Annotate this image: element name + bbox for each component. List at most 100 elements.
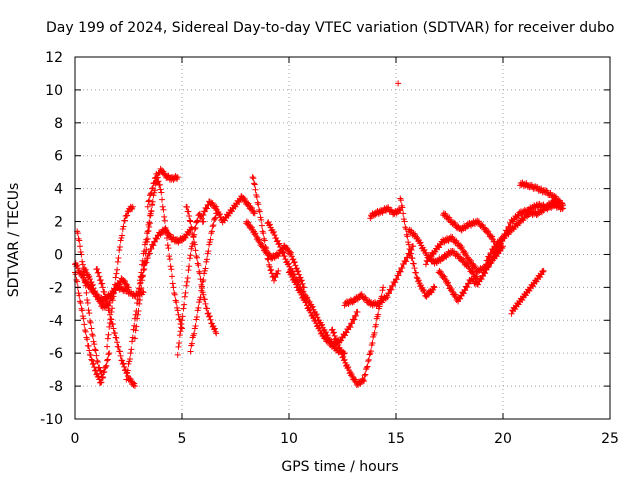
data-point <box>161 217 168 224</box>
data-point <box>166 256 173 263</box>
data-point <box>88 278 95 285</box>
data-point <box>149 185 156 192</box>
series-track-j <box>136 225 194 293</box>
data-point <box>82 328 89 335</box>
data-point <box>290 256 297 263</box>
data-point <box>191 241 198 248</box>
data-point <box>114 258 121 265</box>
data-point <box>252 186 259 193</box>
data-point <box>260 230 267 237</box>
data-point <box>329 326 336 333</box>
data-point <box>195 262 202 269</box>
data-point <box>173 299 180 306</box>
data-point <box>171 291 178 298</box>
data-point <box>76 237 83 244</box>
data-point <box>99 284 106 291</box>
data-point <box>90 285 97 292</box>
data-point <box>504 227 511 234</box>
data-point <box>105 351 112 358</box>
data-point <box>124 367 131 374</box>
data-point <box>496 241 503 248</box>
data-point <box>141 260 148 267</box>
data-point <box>268 266 275 273</box>
data-point <box>243 199 250 206</box>
data-point <box>139 273 146 280</box>
data-point <box>445 279 452 286</box>
data-point <box>422 261 429 268</box>
data-point <box>121 278 128 285</box>
data-point <box>207 236 214 243</box>
y-tick-label: 4 <box>54 182 63 198</box>
data-point <box>331 332 338 339</box>
data-point <box>86 310 93 317</box>
data-point <box>559 202 566 209</box>
data-point <box>95 269 102 276</box>
data-point <box>85 343 92 350</box>
data-point <box>436 268 443 275</box>
data-point <box>128 346 135 353</box>
data-point <box>207 316 214 323</box>
data-point <box>88 356 95 363</box>
data-point <box>187 252 194 259</box>
data-point <box>365 356 372 363</box>
data-point <box>76 243 83 250</box>
data-point <box>111 285 118 292</box>
data-point <box>351 377 358 384</box>
data-point <box>107 316 114 323</box>
data-point <box>502 231 509 238</box>
data-point <box>183 204 190 211</box>
series-track-ac <box>517 179 566 209</box>
data-point <box>131 383 138 390</box>
data-point <box>256 239 263 246</box>
data-point <box>165 230 172 237</box>
data-point <box>258 222 265 229</box>
data-point <box>485 228 492 235</box>
data-point <box>338 347 345 354</box>
data-point <box>144 203 151 210</box>
data-point <box>375 311 382 318</box>
data-point <box>272 274 279 281</box>
data-point <box>182 289 189 296</box>
data-point <box>203 256 210 263</box>
y-tick-label: 0 <box>54 247 63 263</box>
data-points <box>72 80 566 390</box>
data-point <box>464 284 471 291</box>
data-point <box>240 194 247 201</box>
data-point <box>144 235 151 242</box>
data-point <box>186 213 193 220</box>
series-track-s <box>328 284 387 388</box>
data-point <box>462 287 469 294</box>
x-tick-label: 5 <box>178 431 187 447</box>
data-point <box>211 325 218 332</box>
data-point <box>221 217 228 224</box>
data-point <box>86 273 93 280</box>
data-point <box>103 298 110 305</box>
data-point <box>399 264 406 271</box>
data-point <box>126 355 133 362</box>
data-point <box>137 289 144 296</box>
data-point <box>441 273 448 280</box>
data-point <box>559 205 566 212</box>
data-point <box>89 361 96 368</box>
data-point <box>174 307 181 314</box>
data-point <box>111 281 118 288</box>
data-point <box>261 246 268 253</box>
data-point <box>129 379 136 386</box>
data-point <box>86 347 93 354</box>
data-point <box>104 343 111 350</box>
data-point <box>176 332 183 339</box>
data-point <box>284 245 291 252</box>
data-point <box>155 178 162 185</box>
data-point <box>363 366 370 373</box>
data-point <box>334 338 341 345</box>
data-point <box>288 249 295 256</box>
data-point <box>166 253 173 260</box>
data-point <box>298 277 305 284</box>
data-point <box>291 258 298 265</box>
data-point <box>176 340 183 347</box>
data-point <box>202 265 209 272</box>
data-point <box>86 276 93 283</box>
data-point <box>299 280 306 287</box>
data-point <box>90 360 97 367</box>
data-point <box>94 265 101 272</box>
